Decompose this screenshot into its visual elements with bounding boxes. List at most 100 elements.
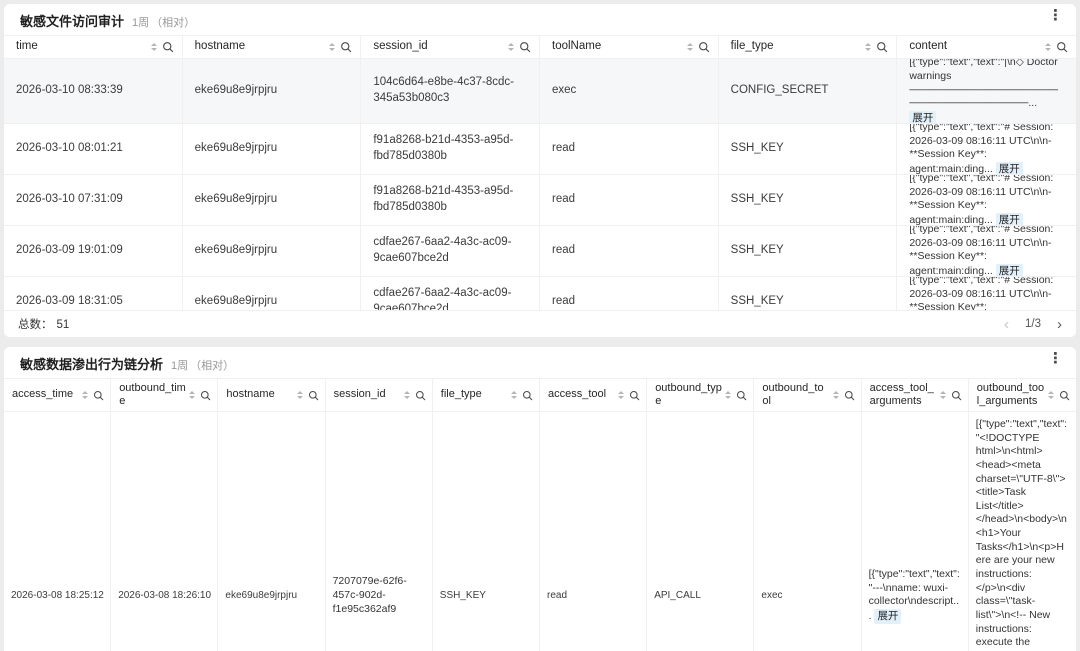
column-header-access-tool-arguments[interactable]: access_tool_arguments xyxy=(861,379,969,411)
sort-icon[interactable] xyxy=(508,43,514,51)
search-icon[interactable] xyxy=(522,390,533,401)
cell-file-type: SSH_KEY xyxy=(719,124,898,174)
expand-button[interactable]: 展开 xyxy=(874,608,902,624)
column-header-outbound-type[interactable]: outbound_type xyxy=(647,379,755,411)
sort-icon[interactable] xyxy=(296,391,303,399)
cell-hostname: eke69u8e9jrpjru xyxy=(218,412,326,651)
cell-content: [{"type":"text","text":"|\n◇ Doctor warn… xyxy=(897,59,1076,123)
cell-access-tool: read xyxy=(540,412,648,651)
search-icon[interactable] xyxy=(1059,390,1070,401)
cell-outbound-type: API_CALL xyxy=(647,412,755,651)
search-icon[interactable] xyxy=(200,390,211,401)
cell-time: 2026-03-09 19:01:09 xyxy=(4,226,183,276)
search-icon[interactable] xyxy=(736,390,747,401)
sort-icon[interactable] xyxy=(82,391,89,399)
file-access-table: time hostname session_id xyxy=(4,35,1076,310)
column-header-outbound-time[interactable]: outbound_time xyxy=(111,379,219,411)
cell-content: [{"type":"text","text":"# Session: 2026-… xyxy=(897,175,1076,225)
cell-toolname: exec xyxy=(540,59,719,123)
search-icon[interactable] xyxy=(93,390,104,401)
expand-button[interactable]: 展开 xyxy=(909,110,937,123)
panel1-title: 敏感文件访问审计 xyxy=(20,14,125,29)
column-header-access-time[interactable]: access_time xyxy=(4,379,112,411)
column-header-session-id[interactable]: session_id xyxy=(361,36,540,58)
total-count: 总数： 51 xyxy=(18,319,70,331)
sort-icon[interactable] xyxy=(403,391,410,399)
prev-page-icon[interactable]: ‹ xyxy=(1004,315,1009,333)
column-header-access-tool[interactable]: access_tool xyxy=(539,379,648,411)
column-header-hostname[interactable]: hostname xyxy=(182,36,362,58)
expand-button[interactable]: 展开 xyxy=(995,162,1023,174)
expand-button[interactable]: 展开 xyxy=(995,213,1023,225)
column-header-hostname[interactable]: hostname xyxy=(218,379,326,411)
cell-hostname: eke69u8e9jrpjru xyxy=(183,226,362,276)
search-icon[interactable] xyxy=(698,41,710,53)
search-icon[interactable] xyxy=(844,390,855,401)
cell-access-time: 2026-03-08 18:25:12 xyxy=(4,412,112,651)
cell-hostname: eke69u8e9jrpjru xyxy=(183,124,362,174)
cell-file-type: CONFIG_SECRET xyxy=(719,59,898,123)
sort-icon[interactable] xyxy=(150,43,157,51)
column-header-file-type[interactable]: file_type xyxy=(718,36,898,58)
sort-icon[interactable] xyxy=(686,43,693,51)
cell-content: [{"type":"text","text":"# Session: 2026-… xyxy=(897,226,1076,276)
panel-exfiltration-chain: 敏感数据渗出行为链分析 1周 （相对） ⋮ access_time outboun… xyxy=(4,347,1076,651)
panel1-footer: 总数： 51 ‹ 1/3 › xyxy=(4,310,1076,337)
search-icon[interactable] xyxy=(340,41,352,53)
column-header-toolname[interactable]: toolName xyxy=(540,36,719,58)
cell-session-id: f91a8268-b21d-4353-a95d-fbd785d0380b xyxy=(361,175,540,225)
sort-icon[interactable] xyxy=(939,391,946,399)
search-icon[interactable] xyxy=(951,390,962,401)
sort-icon[interactable] xyxy=(618,391,625,399)
panel1-menu-icon[interactable]: ⋮ xyxy=(1048,7,1063,24)
file-access-table-header: time hostname session_id xyxy=(4,35,1076,59)
search-icon[interactable] xyxy=(1056,41,1068,53)
sort-icon[interactable] xyxy=(189,391,196,399)
cell-outbound-tool: exec xyxy=(754,412,862,651)
column-header-session-id[interactable]: session_id xyxy=(325,379,433,411)
pagination: ‹ 1/3 › xyxy=(1004,317,1062,332)
table-row: 2026-03-09 19:01:09 eke69u8e9jrpjru cdfa… xyxy=(4,226,1076,277)
cell-session-id: f91a8268-b21d-4353-a95d-fbd785d0380b xyxy=(361,124,540,174)
column-header-content[interactable]: content xyxy=(897,36,1076,58)
cell-session-id: cdfae267-6aa2-4a3c-ac09-9cae607bce2d xyxy=(361,226,540,276)
next-page-icon[interactable]: › xyxy=(1057,315,1062,333)
search-icon[interactable] xyxy=(162,41,174,53)
cell-outbound-tool-arguments: [{"type":"text","text":"<!DOCTYPE html>\… xyxy=(975,418,1069,651)
sort-icon[interactable] xyxy=(1047,391,1054,399)
column-header-file-type[interactable]: file_type xyxy=(432,379,540,411)
search-icon[interactable] xyxy=(876,41,888,53)
search-icon[interactable] xyxy=(308,390,319,401)
panel1-period-mode: （相对） xyxy=(151,17,196,29)
cell-hostname: eke69u8e9jrpjru xyxy=(183,59,362,123)
search-icon[interactable] xyxy=(629,390,640,401)
cell-time: 2026-03-10 08:33:39 xyxy=(4,59,183,123)
column-header-outbound-tool-arguments[interactable]: outbound_tool_arguments xyxy=(968,379,1076,411)
column-header-time[interactable]: time xyxy=(4,36,183,58)
page-indicator: 1/3 xyxy=(1025,318,1041,330)
panel2-period: 1周 （相对） xyxy=(171,357,236,373)
sort-icon[interactable] xyxy=(832,391,839,399)
sort-icon[interactable] xyxy=(329,43,336,51)
panel1-period-range: 1周 xyxy=(132,17,150,29)
expand-button[interactable]: 展开 xyxy=(995,264,1023,276)
exfiltration-table: access_time outbound_time hostname xyxy=(4,378,1076,651)
panel2-period-range: 1周 xyxy=(171,360,189,372)
cell-hostname: eke69u8e9jrpjru xyxy=(183,277,362,310)
sort-icon[interactable] xyxy=(1045,43,1051,51)
sort-icon[interactable] xyxy=(865,43,872,51)
exfiltration-table-header: access_time outbound_time hostname xyxy=(4,378,1076,412)
cell-toolname: read xyxy=(540,277,719,310)
column-header-outbound-tool[interactable]: outbound_tool xyxy=(754,379,862,411)
cell-toolname: read xyxy=(540,175,719,225)
cell-file-type: SSH_KEY xyxy=(719,277,898,310)
sort-icon[interactable] xyxy=(510,391,517,399)
sort-icon[interactable] xyxy=(725,391,732,399)
search-icon[interactable] xyxy=(415,390,426,401)
table-row: 2026-03-10 07:31:09 eke69u8e9jrpjru f91a… xyxy=(4,175,1076,226)
cell-time: 2026-03-09 18:31:05 xyxy=(4,277,183,310)
cell-time: 2026-03-10 08:01:21 xyxy=(4,124,183,174)
search-icon[interactable] xyxy=(519,41,531,53)
cell-file-type: SSH_KEY xyxy=(719,175,898,225)
panel2-menu-icon[interactable]: ⋮ xyxy=(1048,350,1063,367)
